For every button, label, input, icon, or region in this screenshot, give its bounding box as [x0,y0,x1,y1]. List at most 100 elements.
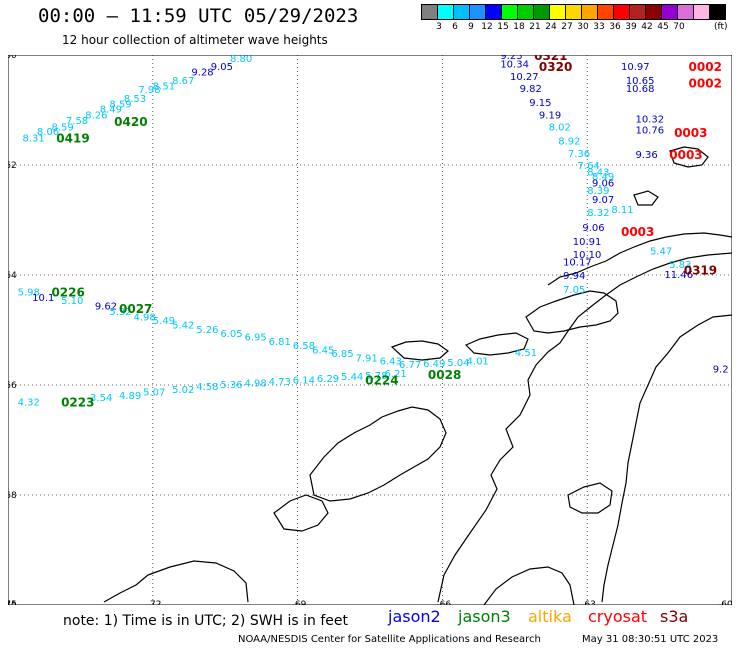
coastline [103,146,732,605]
wave-height-value: 9.19 [539,110,561,121]
latitude-label: -68 [8,491,17,501]
adelaide-island [309,406,447,502]
wave-height-value: 11.46 [664,270,693,281]
colorbar-tick-label: 24 [545,22,557,32]
legend-entry-s3a: s3a [660,607,689,626]
pass-time-label: 0003 [669,148,702,162]
wave-height-value: 6.43 [380,356,402,367]
legend-entry-jason3: jason3 [458,607,511,626]
colorbar-swatch [661,4,678,20]
wave-height-value: 8.06 [37,127,59,138]
colorbar-tick-label: 33 [593,22,605,32]
wave-height-value: 6.58 [293,341,315,352]
wave-height-value: 6.85 [331,349,353,360]
wave-height-value: 8.26 [85,110,107,121]
colorbar-swatch [533,4,550,20]
wave-height-value: 5.10 [61,296,83,307]
latitude-label: -70 [8,601,17,605]
generated-timestamp: May 31 08:30:51 UTC 2023 [582,634,719,645]
longitude-label: -66 [436,600,451,605]
coast-southwest [103,574,149,603]
wave-height-value: 4.73 [269,377,291,388]
coast-south-bay [483,566,575,605]
wave-height-value: 4.01 [467,356,489,367]
wave-height-value: 8.43 [587,168,609,179]
wave-height-value: 5.42 [172,321,194,332]
colorbar-swatch [501,4,518,20]
wave-height-value: 6.81 [269,337,291,348]
wave-height-value: 5.44 [341,372,363,383]
wave-height-value: 8.39 [587,186,609,197]
colorbar-swatch [677,4,694,20]
colorbar-swatch [437,4,454,20]
island-mid [464,332,529,356]
wave-height-value: 6.45 [312,345,334,356]
colorbar-tick-label: 6 [452,22,458,32]
colorbar-tick-label: 70 [673,22,685,32]
pass-time-label: 0028 [428,368,461,382]
wave-height-value: 8.31 [22,134,44,145]
wave-height-value: 8.67 [172,76,194,87]
wave-height-value: 10.34 [500,59,529,70]
colorbar-swatch [693,4,710,20]
wave-height-value: 8.02 [549,123,571,134]
pass-time-label: 0002 [689,60,722,74]
wave-height-value: 9.15 [529,98,551,109]
wave-height-value: 7.98 [138,85,160,96]
latitude-label: -62 [8,161,17,171]
colorbar-labels: (ft) 3 6 9 12 15 18 21 24 27 30 33 36 39 42 45 70 [421,22,740,34]
alexander-island-north [147,560,249,603]
wave-height-value: 8.49 [100,104,122,115]
wave-height-value: 5.78 [365,371,387,382]
colorbar-swatch [645,4,662,20]
wave-height-value: 5.02 [172,385,194,396]
pass-time-label: 0420 [114,115,147,129]
pass-time-label: 0320 [539,60,572,74]
wave-height-value: 7.58 [66,116,88,127]
colorbar-swatch [453,4,470,20]
wave-height-value: 8.49 [592,172,614,183]
page-title: 00:00 – 11:59 UTC 05/29/2023 [38,5,359,27]
wave-height-value: 6.29 [317,374,339,385]
colorbar-swatch [565,4,582,20]
wave-height-value: 7.36 [568,149,590,160]
wave-height-value: 4.58 [196,382,218,393]
longitude-label: -63 [581,600,596,605]
latitude-label: -66 [8,381,17,391]
wave-height-value: 10.1 [32,293,54,304]
colorbar-swatch [469,4,486,20]
wave-height-value: 7.64 [578,161,600,172]
wave-height-value: 6.21 [384,369,406,380]
wave-height-value: 4.98 [245,378,267,389]
wave-height-value: 10.68 [626,84,655,95]
wave-height-value: 5.47 [650,246,672,257]
colorbar-tick-label: 12 [481,22,493,32]
wave-height-value: 5.32 [109,307,131,318]
colorbar-tick-label: 15 [497,22,509,32]
wave-height-value: 10.97 [621,62,650,73]
wave-height-value: 4.32 [18,398,40,409]
colorbar-swatch [597,4,614,20]
footer-note: note: 1) Time is in UTC; 2) SWH is in fe… [63,613,349,629]
wave-height-value: 8.92 [558,136,580,147]
colorbar-swatch [581,4,598,20]
wave-height-value: 6.77 [399,360,421,371]
wave-height-value: 5.83 [669,260,691,271]
pass-time-label: 0224 [365,374,398,388]
wave-height-value: 6.05 [220,329,242,340]
colorbar-tick-label: 36 [609,22,621,32]
pass-time-label: 0027 [119,302,152,316]
wave-height-value: 10.91 [573,237,602,248]
wave-height-value: 9.2 [713,365,729,376]
wave-height-value: 9.62 [95,301,117,312]
wave-height-value: 6.49 [423,359,445,370]
latitude-label: -60 [8,55,17,61]
island-north-1 [669,146,709,168]
wave-height-value: 3.54 [90,393,112,404]
island-south-2 [567,482,613,514]
wave-height-value: 7.05 [563,285,585,296]
wave-height-value: 6.14 [293,376,315,387]
colorbar-tick-label: 42 [641,22,653,32]
pass-time-label: 0003 [621,225,654,239]
